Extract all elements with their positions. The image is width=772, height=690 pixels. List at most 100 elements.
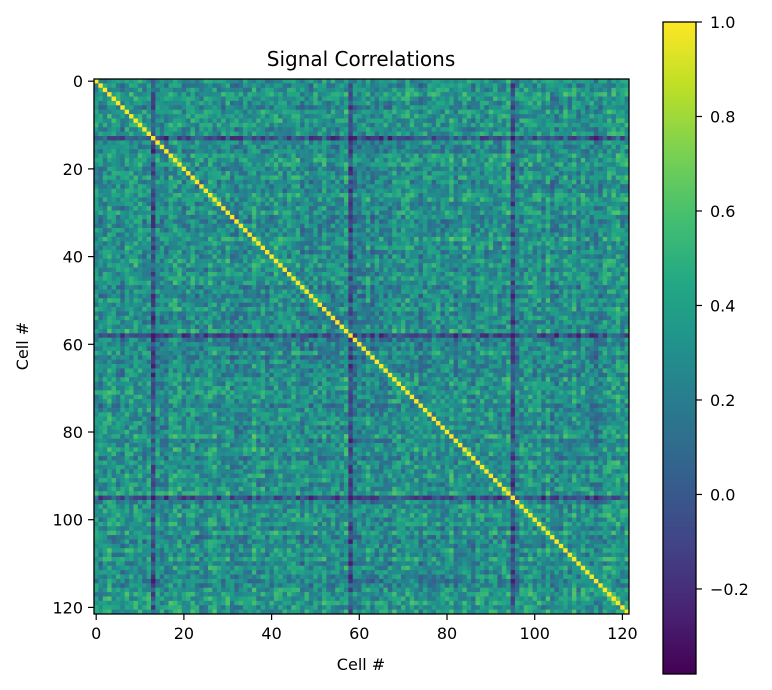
heatmap-cell [177, 83, 183, 89]
heatmap-cell [580, 214, 586, 220]
heatmap-cell [387, 140, 393, 146]
heatmap-cell [142, 166, 147, 172]
heatmap-cell [396, 171, 402, 176]
heatmap-cell [396, 236, 402, 242]
heatmap-cell [181, 105, 187, 111]
heatmap-cell [308, 184, 314, 189]
heatmap-cell [576, 254, 582, 260]
heatmap-cell [620, 153, 625, 159]
heatmap-cell [589, 127, 595, 132]
heatmap-cell [155, 241, 161, 246]
heatmap-cell [400, 254, 406, 260]
heatmap-cell [457, 127, 463, 132]
heatmap-cell [563, 105, 568, 111]
heatmap-cell [462, 109, 468, 115]
heatmap-cell [361, 223, 367, 229]
heatmap-cell [151, 136, 156, 141]
heatmap-cell [111, 79, 117, 84]
heatmap-cell [269, 219, 275, 225]
heatmap-cell [436, 166, 441, 172]
heatmap-cell [330, 179, 336, 185]
heatmap-cell [532, 118, 538, 124]
heatmap-cell [256, 92, 261, 97]
heatmap-cell [278, 144, 283, 150]
heatmap-cell [471, 201, 476, 207]
heatmap-cell [536, 223, 542, 229]
heatmap-cell [348, 175, 354, 181]
heatmap-cell [497, 149, 503, 154]
heatmap-cell [155, 232, 161, 238]
heatmap-cell [146, 171, 152, 176]
heatmap-cell [243, 144, 248, 150]
heatmap-cell [256, 166, 261, 172]
heatmap-cell [607, 87, 612, 93]
heatmap-cell [418, 92, 424, 97]
heatmap-cell [379, 219, 384, 225]
heatmap-cell [400, 250, 406, 255]
heatmap-cell [243, 162, 248, 168]
heatmap-cell [137, 219, 143, 225]
heatmap-cell [234, 210, 240, 216]
heatmap-cell [212, 149, 218, 154]
heatmap-cell [243, 153, 248, 159]
heatmap-cell [514, 109, 520, 115]
heatmap-cell [212, 193, 218, 198]
heatmap-cell [479, 79, 485, 84]
heatmap-cell [457, 144, 463, 150]
heatmap-cell [286, 175, 292, 181]
heatmap-cell [186, 127, 191, 132]
heatmap-cell [536, 250, 542, 255]
heatmap-cell [124, 140, 130, 146]
heatmap-cell [532, 219, 538, 225]
heatmap-cell [414, 100, 419, 106]
heatmap-cell [343, 210, 349, 216]
heatmap-cell [352, 210, 358, 216]
heatmap-cell [414, 219, 419, 225]
heatmap-cell [436, 149, 441, 154]
heatmap-cell [168, 188, 174, 194]
heatmap-cell [414, 201, 419, 207]
heatmap-cell [107, 153, 112, 159]
heatmap-cell [493, 228, 498, 233]
heatmap-cell [304, 232, 310, 238]
heatmap-cell [146, 193, 152, 198]
heatmap-cell [335, 214, 340, 220]
heatmap-cell [348, 254, 354, 260]
heatmap-cell [436, 114, 441, 119]
heatmap-cell [102, 87, 108, 93]
heatmap-cell [532, 214, 538, 220]
heatmap-cell [352, 140, 358, 146]
heatmap-cell [409, 140, 415, 146]
heatmap-cell [545, 201, 551, 207]
heatmap-cell [102, 232, 108, 238]
heatmap-cell [124, 149, 130, 154]
heatmap-cell [440, 149, 446, 154]
heatmap-cell [567, 127, 573, 132]
heatmap-cell [383, 236, 389, 242]
heatmap-cell [151, 79, 156, 84]
heatmap-cell [203, 184, 209, 189]
heatmap-cell [576, 179, 582, 185]
heatmap-cell [409, 100, 415, 106]
heatmap-cell [343, 214, 349, 220]
heatmap-cell [593, 188, 599, 194]
heatmap-cell [269, 210, 275, 216]
heatmap-cell [449, 153, 454, 159]
heatmap-cell [300, 201, 305, 207]
heatmap-cell [532, 166, 538, 172]
heatmap-cell [571, 83, 577, 89]
heatmap-cell [286, 210, 292, 216]
heatmap-cell [225, 109, 231, 115]
heatmap-cell [414, 144, 419, 150]
heatmap-cell [102, 100, 108, 106]
heatmap-cell [370, 118, 376, 124]
heatmap-cell [102, 96, 108, 102]
heatmap-cell [554, 166, 560, 172]
heatmap-cell [519, 250, 525, 255]
heatmap-cell [348, 131, 354, 137]
heatmap-cell [129, 188, 134, 194]
heatmap-cell [523, 171, 529, 176]
heatmap-cell [164, 87, 169, 93]
heatmap-cell [400, 241, 406, 246]
heatmap-cell [107, 114, 112, 119]
